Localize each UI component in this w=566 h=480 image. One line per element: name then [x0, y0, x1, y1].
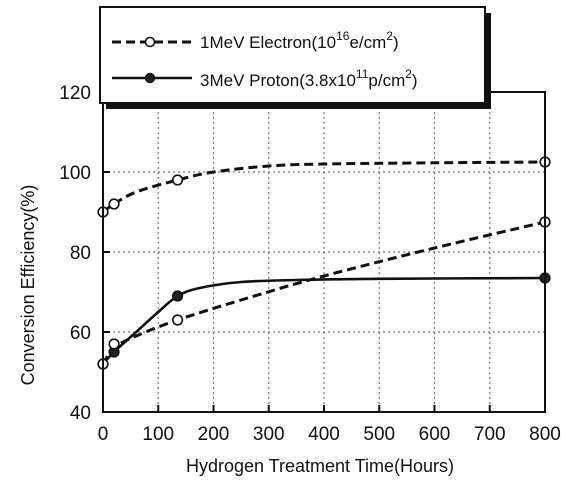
series-1-point [171, 290, 184, 302]
y-tick-label: 80 [70, 243, 91, 264]
legend: 1MeV Electron(1016e/cm2) 3MeV Proton(3.8… [99, 6, 491, 109]
series-0-point [108, 198, 120, 210]
legend-proton-sup: 2 [405, 67, 412, 81]
y-tick-label: 100 [59, 163, 91, 184]
x-tick-label: 0 [98, 424, 109, 445]
tick-labels: 0 100 200 300 400 500 600 700 800 40 60 80 100 120 [59, 83, 561, 445]
x-tick-label: 600 [419, 424, 451, 445]
x-tick-label: 400 [308, 424, 340, 445]
series-1-line [102, 276, 546, 365]
x-tick-label: 100 [142, 424, 174, 445]
legend-electron-part: 1MeV Electron(10 [200, 33, 336, 52]
axis-ticks [102, 91, 546, 413]
x-tick-label: 500 [363, 424, 395, 445]
series-0-point [171, 174, 184, 186]
y-tick-label: 120 [59, 83, 91, 104]
x-tick-label: 800 [529, 424, 561, 445]
series-lines [101, 160, 546, 365]
legend-electron-part: ) [393, 33, 399, 52]
series-2-line [101, 220, 546, 365]
x-tick-label: 200 [198, 424, 230, 445]
x-tick-label: 300 [253, 424, 285, 445]
legend-proton-sup: 11 [356, 67, 369, 81]
legend-proton-part: 3MeV Proton(3.8x10 [200, 71, 356, 90]
x-axis-label: Hydrogen Treatment Time(Hours) [186, 456, 454, 476]
series-0-line [102, 160, 546, 214]
legend-marker-electron [144, 36, 156, 48]
legend-label-electron: 1MeV Electron(1016e/cm2) [200, 29, 399, 52]
y-tick-label: 60 [70, 323, 91, 344]
legend-marker-proton [144, 72, 156, 84]
x-tick-label: 700 [474, 424, 506, 445]
series-2-point [108, 338, 120, 350]
y-tick-label: 40 [70, 403, 91, 424]
legend-electron-sup: 2 [386, 29, 393, 43]
legend-proton-part: p/cm [368, 71, 405, 90]
legend-electron-part: e/cm [349, 33, 386, 52]
legend-label-proton: 3MeV Proton(3.8x1011p/cm2) [200, 67, 418, 90]
series-2-point [171, 314, 184, 326]
grid [103, 92, 545, 412]
legend-box [99, 6, 486, 104]
legend-proton-part: ) [412, 71, 418, 90]
y-axis-label: Conversion Efficiency(%) [18, 185, 38, 386]
legend-electron-sup: 16 [336, 29, 350, 43]
